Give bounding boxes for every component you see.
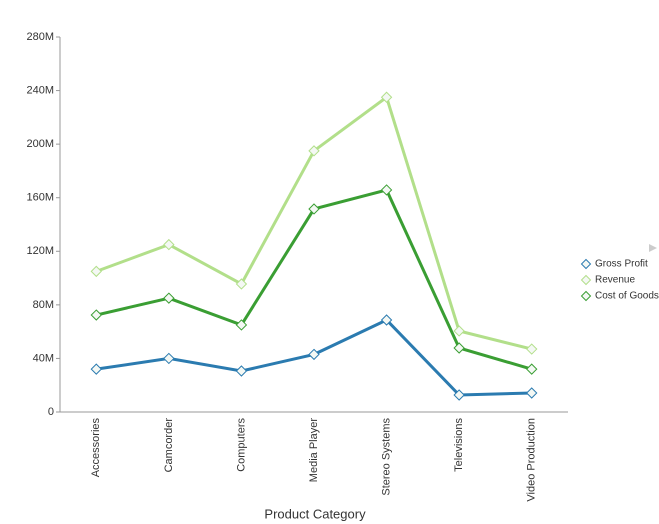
y-tick-label: 160M: [26, 192, 54, 204]
x-tick-label: Televisions: [453, 418, 465, 472]
y-tick-label: 120M: [26, 245, 54, 257]
x-tick-label: Accessories: [90, 418, 102, 478]
point-marker: [235, 319, 248, 331]
point-marker: [308, 348, 320, 361]
y-tick-label: 80M: [33, 299, 54, 311]
point-marker: [526, 387, 538, 399]
x-tick-label: Media Player: [308, 418, 320, 483]
point-marker: [453, 389, 465, 401]
point-marker: [380, 184, 393, 196]
point-marker: [308, 145, 320, 157]
x-tick-label: Camcorder: [163, 418, 175, 473]
legend-label: Gross Profit: [595, 259, 648, 270]
x-tick-label: Video Production: [526, 418, 538, 502]
x-axis-title: Product Category: [264, 506, 366, 521]
point-marker: [526, 363, 538, 375]
series-line: [95, 188, 533, 371]
point-marker: [380, 91, 393, 103]
y-tick-label: 0: [48, 406, 54, 418]
point-marker: [90, 265, 102, 278]
y-tick-label: 200M: [26, 138, 54, 150]
x-tick-label: Computers: [235, 418, 247, 472]
point-marker: [453, 325, 465, 337]
legend-marker: [580, 290, 592, 302]
legend-marker: [580, 274, 592, 286]
point-marker: [453, 342, 465, 354]
y-tick-label: 240M: [26, 84, 54, 96]
legend-marker: [580, 258, 592, 270]
point-marker: [235, 278, 248, 290]
point-marker: [163, 352, 175, 365]
point-marker: [235, 365, 248, 377]
point-marker: [380, 314, 393, 326]
point-marker: [90, 363, 102, 375]
y-tick-label: 40M: [33, 352, 54, 364]
point-marker: [90, 309, 102, 321]
legend-label: Revenue: [595, 275, 635, 286]
point-marker: [308, 203, 320, 215]
y-tick-label: 280M: [26, 31, 54, 43]
point-marker: [163, 292, 175, 304]
legend-scroll-arrow[interactable]: [649, 244, 657, 252]
point-marker: [163, 238, 175, 251]
legend-label: Cost of Goods: [595, 291, 659, 302]
series-line: [95, 94, 533, 351]
x-tick-label: Stereo Systems: [380, 418, 392, 496]
point-marker: [526, 343, 538, 355]
